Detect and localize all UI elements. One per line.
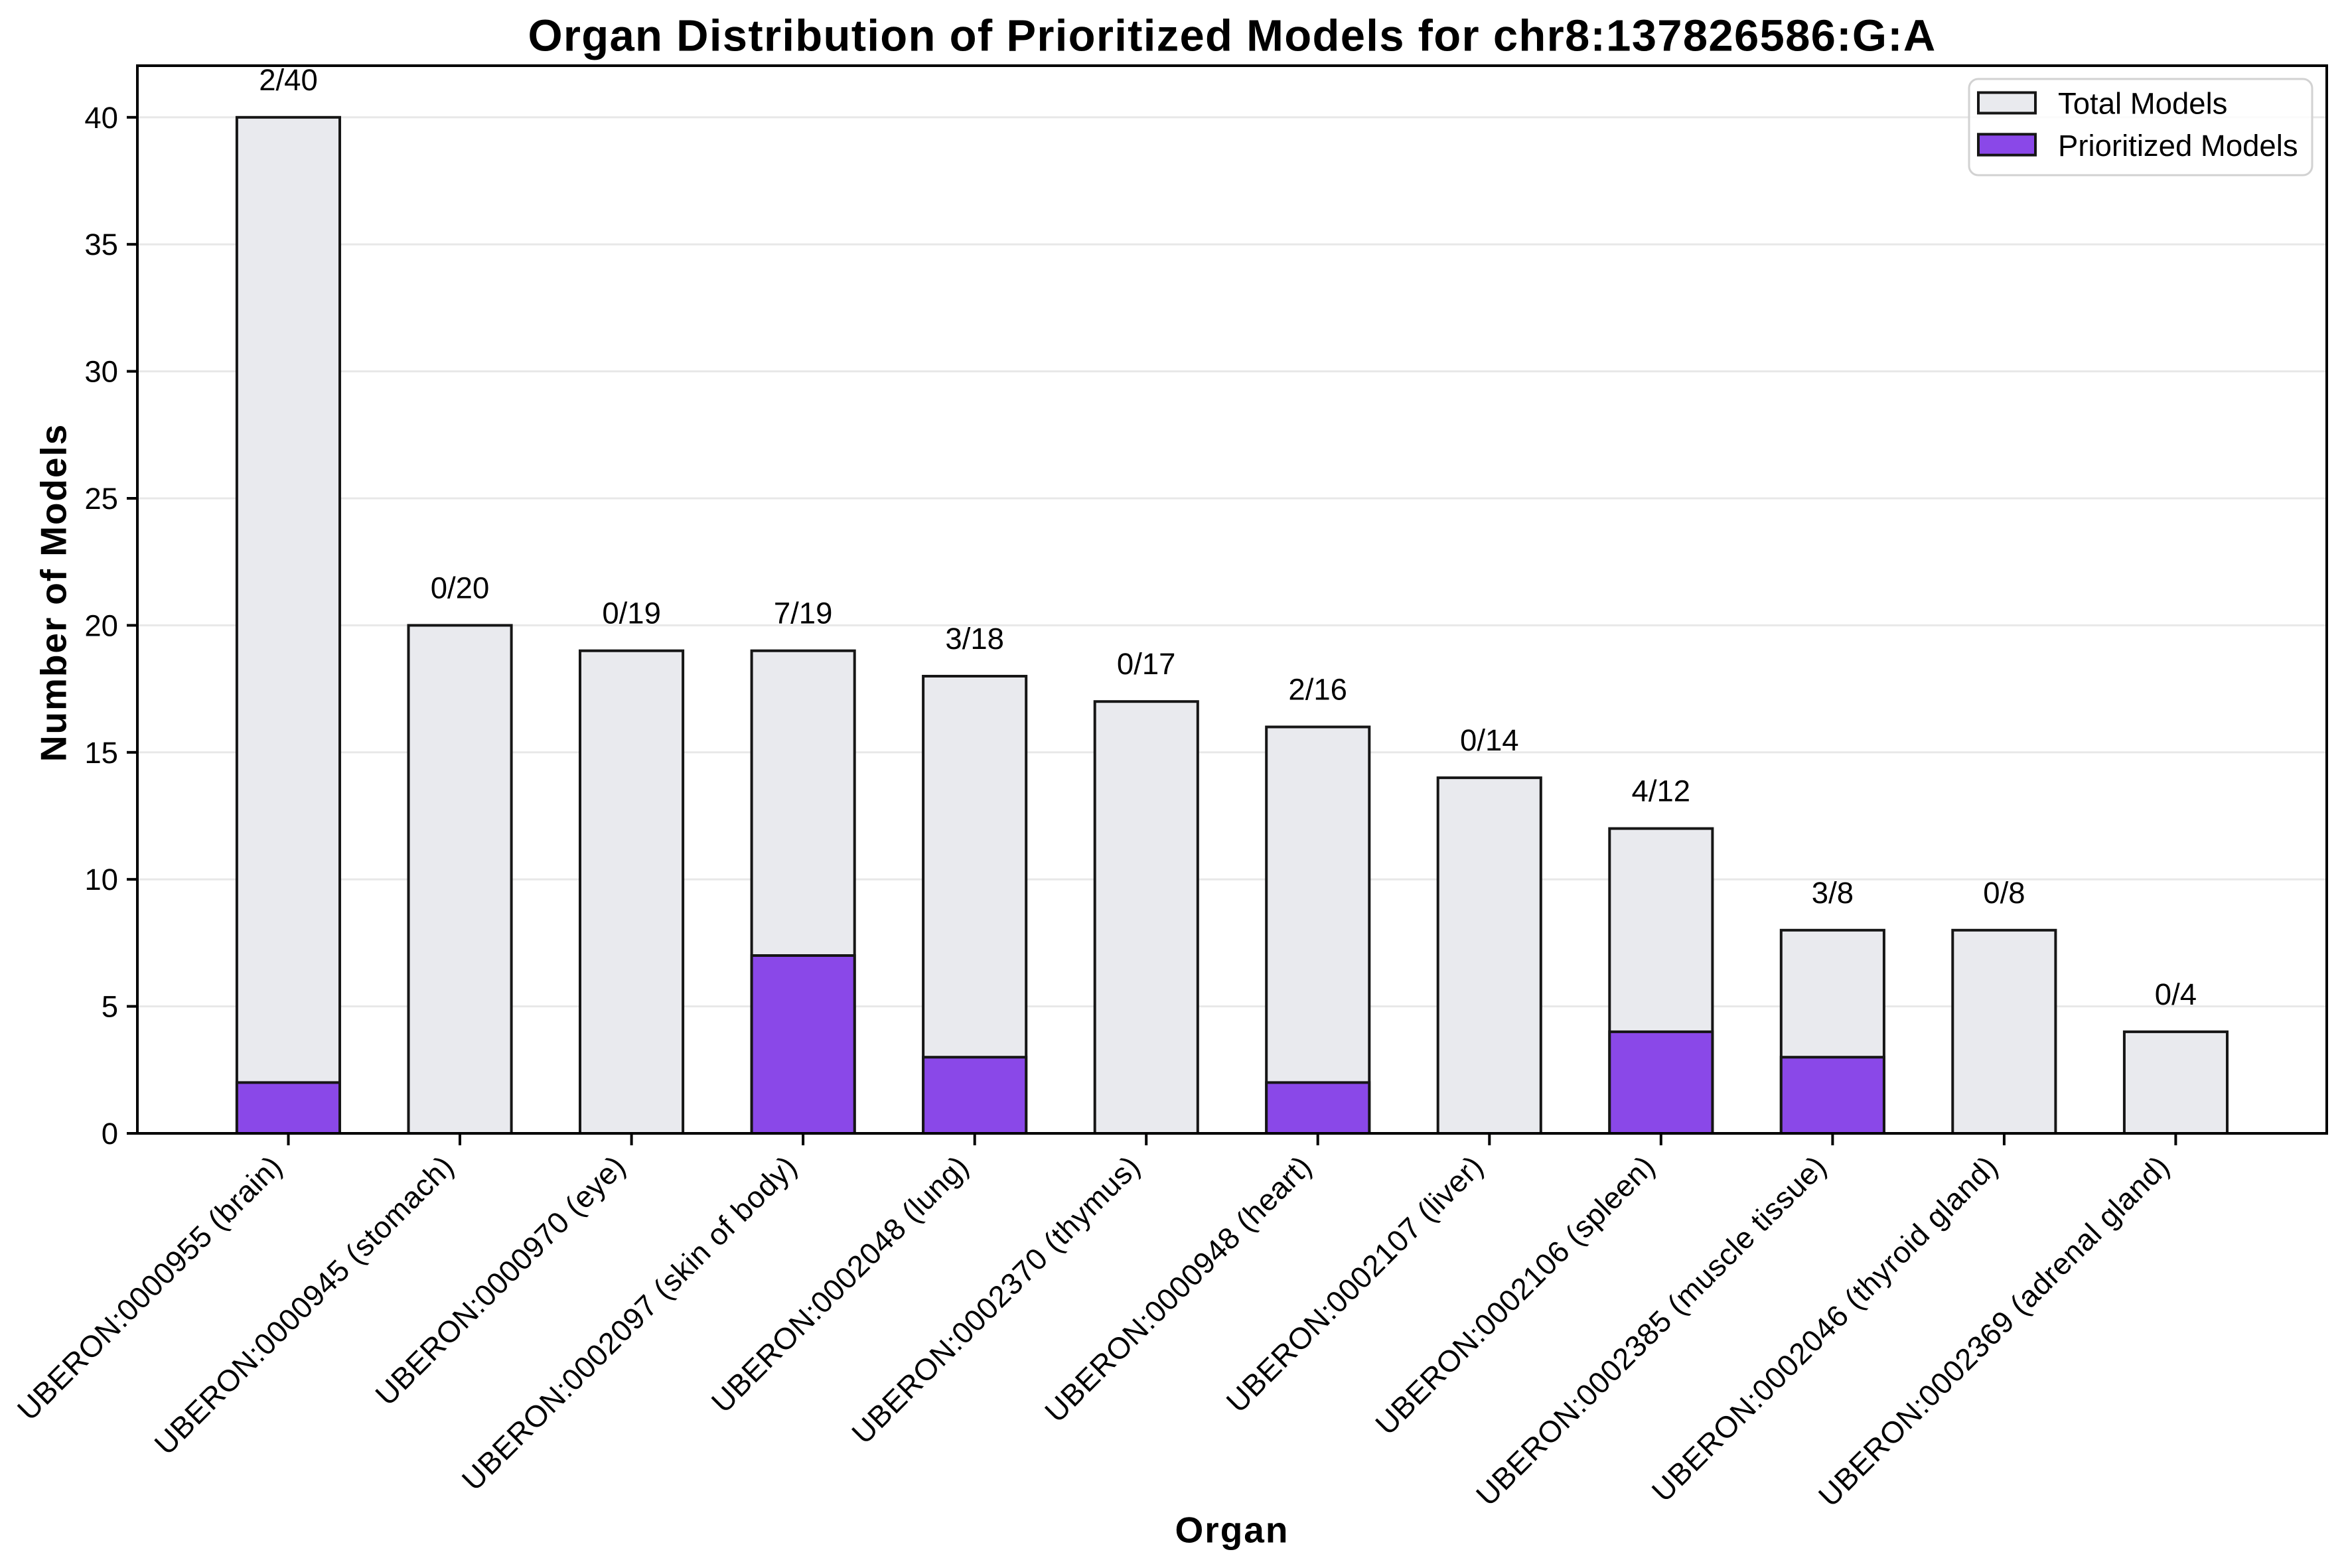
svg-text:2/40: 2/40 xyxy=(259,63,318,97)
svg-text:4/12: 4/12 xyxy=(1632,774,1691,808)
svg-text:3/8: 3/8 xyxy=(1812,876,1854,910)
svg-text:0/17: 0/17 xyxy=(1117,647,1176,681)
svg-text:15: 15 xyxy=(84,736,118,770)
svg-text:Prioritized Models: Prioritized Models xyxy=(2058,129,2298,163)
svg-text:25: 25 xyxy=(84,482,118,516)
svg-text:30: 30 xyxy=(84,355,118,389)
svg-text:Organ Distribution of Prioriti: Organ Distribution of Prioritized Models… xyxy=(528,11,1936,61)
svg-text:0/20: 0/20 xyxy=(431,571,490,605)
svg-text:3/18: 3/18 xyxy=(945,622,1004,656)
svg-text:10: 10 xyxy=(84,863,118,896)
svg-text:Number of Models: Number of Models xyxy=(33,423,74,762)
svg-text:40: 40 xyxy=(84,101,118,135)
svg-text:0/4: 0/4 xyxy=(2155,977,2197,1011)
svg-text:Organ: Organ xyxy=(1175,1510,1289,1551)
svg-text:0/8: 0/8 xyxy=(1983,876,2025,910)
svg-text:20: 20 xyxy=(84,608,118,642)
svg-text:7/19: 7/19 xyxy=(774,597,833,630)
svg-text:35: 35 xyxy=(84,228,118,261)
svg-text:0/19: 0/19 xyxy=(602,597,661,630)
svg-text:5: 5 xyxy=(102,990,118,1024)
svg-text:0/14: 0/14 xyxy=(1460,723,1519,757)
svg-text:0: 0 xyxy=(102,1117,118,1151)
svg-text:2/16: 2/16 xyxy=(1288,673,1347,707)
svg-text:Total Models: Total Models xyxy=(2058,87,2227,121)
